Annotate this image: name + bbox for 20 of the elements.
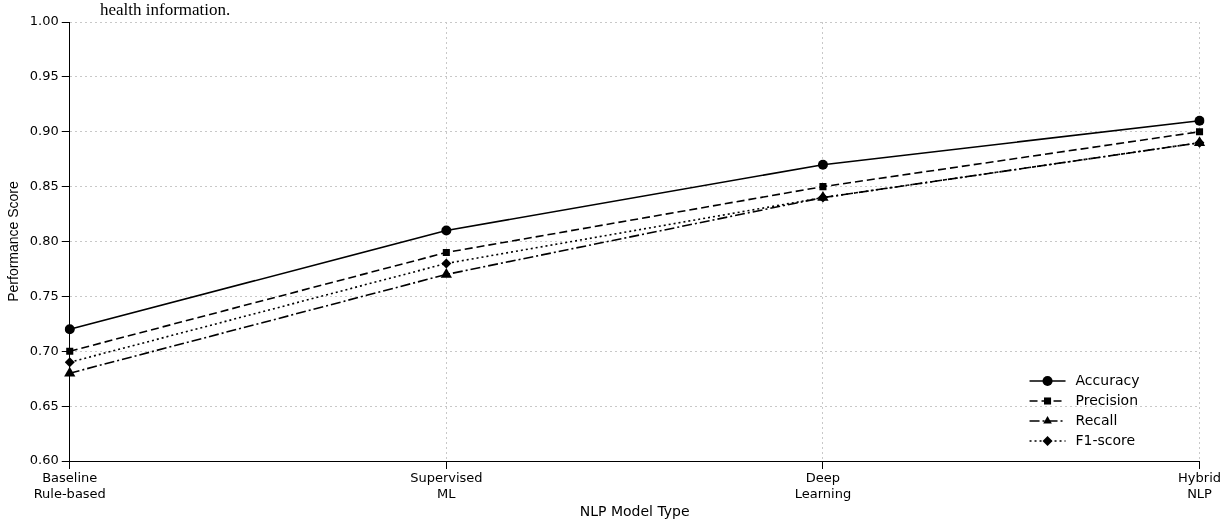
y-tick-label: 1.00: [29, 13, 59, 29]
x-tick-label: Supervised ML: [410, 470, 483, 501]
x-axis-title: NLP Model Type: [579, 503, 690, 520]
legend-label: Precision: [1075, 391, 1138, 408]
legend-label: Recall: [1075, 411, 1118, 428]
y-tick-label: 0.85: [29, 178, 59, 193]
x-tick-label: Hybrid NLP: [1178, 470, 1221, 501]
x-tick-label: Deep Learning: [794, 470, 852, 501]
y-tick-label: 0.65: [29, 397, 59, 413]
y-tick-label: 0.75: [29, 287, 59, 303]
y-tick-label: 0.70: [29, 342, 59, 358]
x-tick-label: Baseline Rule-based: [33, 470, 106, 501]
y-tick-label: 0.60: [29, 452, 59, 468]
y-axis-title: Performance Score: [5, 180, 22, 302]
legend-label: Accuracy: [1075, 371, 1140, 388]
y-tick-label: 0.95: [29, 68, 59, 84]
text: health information.: [100, 0, 231, 20]
y-tick-label: 0.90: [29, 123, 59, 139]
legend-label: F1-score: [1075, 431, 1136, 448]
y-tick-label: 0.80: [29, 232, 59, 248]
